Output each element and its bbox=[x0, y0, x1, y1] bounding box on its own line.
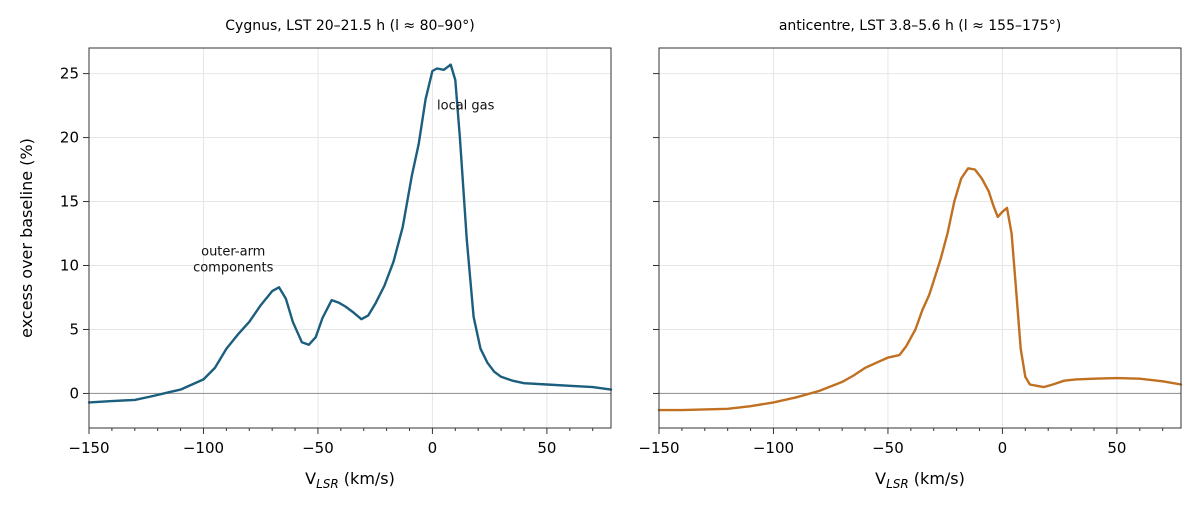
y-tick-label: 20 bbox=[60, 129, 79, 147]
x-axis-label: VLSR (km/s) bbox=[875, 469, 965, 491]
x-tick-label: 0 bbox=[998, 439, 1008, 457]
x-axis-label: VLSR (km/s) bbox=[305, 469, 395, 491]
y-tick-label: 25 bbox=[60, 65, 79, 83]
x-tick-label: −150 bbox=[638, 439, 679, 457]
x-tick-label: −150 bbox=[68, 439, 109, 457]
x-tick-label: −50 bbox=[872, 439, 904, 457]
panel-title: anticentre, LST 3.8–5.6 h (l ≈ 155–175°) bbox=[779, 18, 1061, 34]
x-axis-label-base: V bbox=[305, 469, 316, 488]
series-line bbox=[657, 167, 1183, 412]
series-line bbox=[87, 63, 613, 404]
x-tick-label: 0 bbox=[428, 439, 438, 457]
x-tick-label: 50 bbox=[1107, 439, 1126, 457]
left-panel: −150 −100 −50 0 50 0 5 10 15 20 25 Cygnus, LST 20–2… bbox=[17, 18, 613, 491]
y-tick-label: 5 bbox=[69, 320, 79, 338]
annotation-text: local gas bbox=[437, 98, 495, 113]
x-axis-label-base: V bbox=[875, 469, 886, 488]
x-axis-label-units: (km/s) bbox=[909, 469, 965, 488]
panel-title: Cygnus, LST 20–21.5 h (l ≈ 80–90°) bbox=[225, 18, 474, 34]
x-axis-label-subscript: LSR bbox=[886, 477, 909, 491]
x-tick-label: −50 bbox=[302, 439, 334, 457]
plot-frame bbox=[88, 47, 612, 429]
y-tick-label: 15 bbox=[60, 193, 79, 211]
y-tick-label: 10 bbox=[60, 257, 79, 275]
x-axis-label-units: (km/s) bbox=[339, 469, 395, 488]
right-panel: −150 −100 −50 0 50 anticentre, LST 3.8–5.6 h … bbox=[638, 18, 1183, 491]
x-tick-label: 50 bbox=[537, 439, 556, 457]
plot-frame bbox=[658, 47, 1182, 429]
x-tick-label: −100 bbox=[183, 439, 224, 457]
x-axis-label-subscript: LSR bbox=[316, 477, 339, 491]
y-axis-label: excess over baseline (%) bbox=[17, 138, 36, 338]
annotation-text: components bbox=[193, 260, 274, 275]
x-tick-label: −100 bbox=[753, 439, 794, 457]
annotation-text: outer-arm bbox=[201, 244, 265, 259]
y-tick-label: 0 bbox=[69, 384, 79, 402]
